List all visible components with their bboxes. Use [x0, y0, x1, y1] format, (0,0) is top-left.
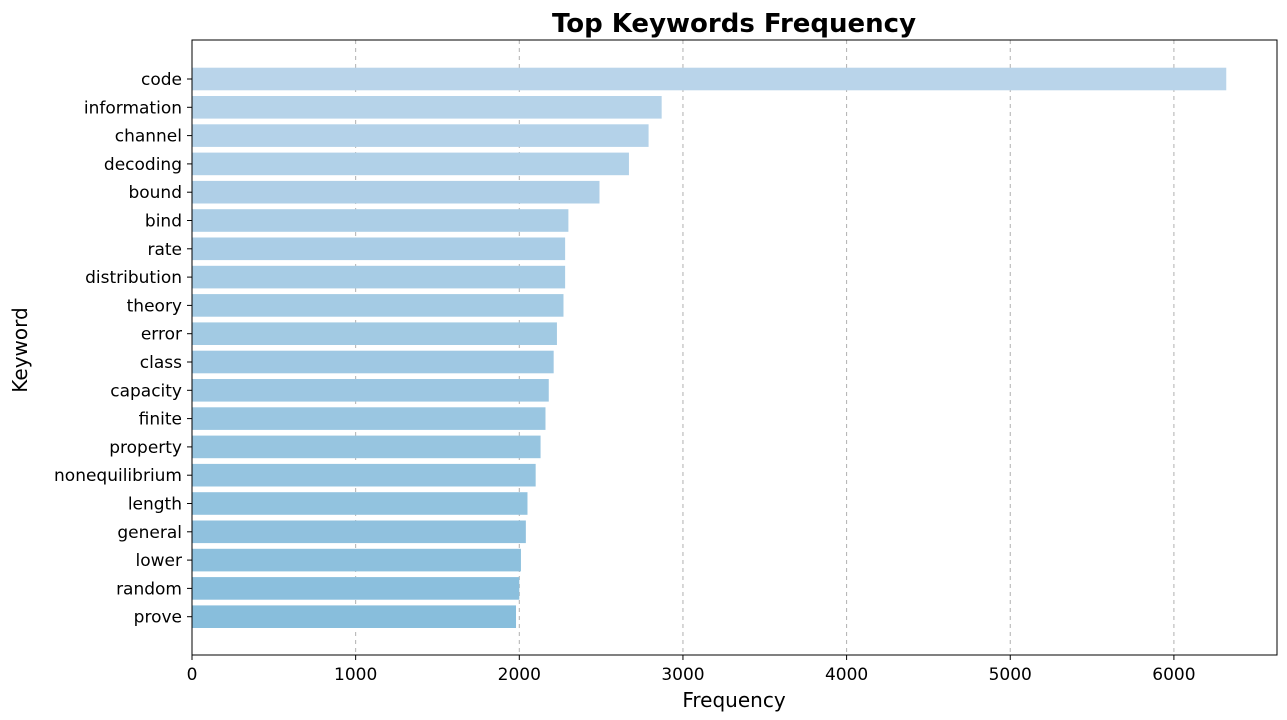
- x-axis-label: Frequency: [682, 688, 785, 712]
- y-tick-label: theory: [127, 296, 182, 316]
- chart-title: Top Keywords Frequency: [552, 9, 916, 39]
- bar: [192, 152, 629, 176]
- bar: [192, 265, 566, 289]
- bar: [192, 180, 600, 204]
- bar: [192, 96, 662, 119]
- y-tick-label: nonequilibrium: [54, 466, 182, 486]
- bar: [192, 520, 526, 544]
- bar: [192, 463, 536, 487]
- bar: [192, 350, 554, 374]
- x-axis-ticks: 0 1000 2000 3000 4000 5000 6000: [187, 655, 1196, 685]
- x-tick-label: 6000: [1152, 665, 1195, 685]
- y-tick-label: capacity: [110, 381, 182, 401]
- y-tick-label: bound: [128, 183, 182, 203]
- bar: [192, 577, 520, 600]
- y-tick-label: channel: [115, 127, 182, 147]
- y-axis-label: Keyword: [8, 307, 32, 392]
- bar: [192, 124, 649, 147]
- y-tick-label: general: [117, 523, 182, 543]
- bar: [192, 237, 566, 261]
- y-axis-ticks: code information channel decoding bound bind r…: [54, 70, 192, 628]
- bars: [192, 67, 1227, 628]
- y-tick-label: property: [109, 438, 182, 458]
- bar: [192, 322, 557, 345]
- x-tick-label: 0: [187, 665, 198, 685]
- y-tick-label: class: [140, 353, 182, 373]
- x-tick-label: 4000: [825, 665, 868, 685]
- bar: [192, 209, 569, 232]
- y-tick-label: finite: [139, 410, 182, 430]
- x-tick-label: 5000: [989, 665, 1032, 685]
- bar: [192, 435, 541, 459]
- bar: [192, 492, 528, 515]
- y-tick-label: code: [141, 70, 182, 90]
- y-tick-label: information: [84, 98, 182, 118]
- bar: [192, 294, 564, 317]
- bar: [192, 605, 517, 628]
- y-tick-label: lower: [136, 551, 182, 571]
- y-tick-label: prove: [134, 608, 182, 628]
- x-tick-label: 1000: [334, 665, 377, 685]
- bar: [192, 67, 1227, 91]
- y-tick-label: rate: [147, 240, 182, 260]
- y-tick-label: random: [116, 579, 182, 599]
- plot-frame: [191, 39, 1278, 656]
- y-tick-label: bind: [145, 212, 182, 232]
- y-tick-label: distribution: [85, 268, 182, 288]
- bar: [192, 548, 521, 572]
- bar: [192, 379, 549, 402]
- bar: [192, 407, 546, 430]
- x-tick-label: 2000: [498, 665, 541, 685]
- x-tick-label: 3000: [661, 665, 704, 685]
- y-tick-label: decoding: [104, 155, 182, 175]
- y-tick-label: error: [141, 325, 182, 345]
- y-tick-label: length: [128, 495, 182, 515]
